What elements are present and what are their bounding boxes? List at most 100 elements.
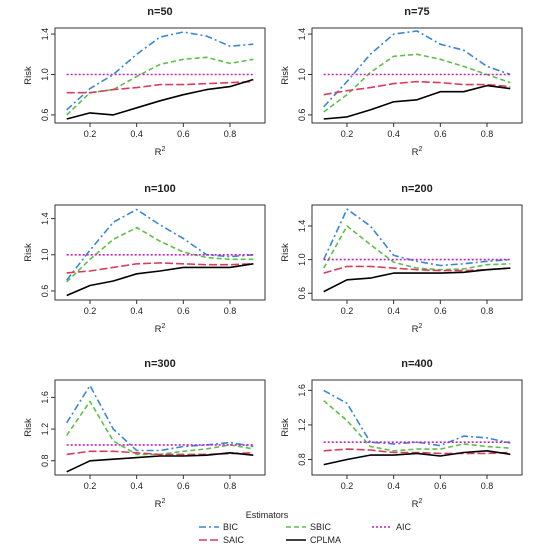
y-tick-label: 0.6 [40,109,50,122]
series-line-saic [323,448,511,455]
series-line-cplma [323,84,511,120]
y-tick-label: 1.0 [297,68,307,81]
series-line-cplma [323,449,511,466]
x-tick-label: 0.2 [341,306,354,316]
legend-title: Estimators [246,510,289,520]
panel-title: n=400 [401,358,433,370]
x-tick-label: 0.2 [84,481,97,491]
y-tick-label: 1.0 [40,249,50,262]
y-tick-label: 0.6 [40,285,50,298]
x-tick-label: 0.4 [387,306,400,316]
series-line-bic [66,31,254,111]
series-line-bic [323,389,511,447]
y-tick-label: 0.6 [297,109,307,122]
y-axis-label: Risk [280,243,291,262]
y-tick-label: 1.4 [297,28,307,41]
series-line-cplma [66,78,254,120]
x-tick-label: 0.4 [130,481,143,491]
plot-frame [311,379,523,476]
series-line-bic [323,30,511,108]
panel-title: n=75 [404,6,429,18]
x-axis-label: R2 [155,498,166,510]
legend-label: CPLMA [310,535,341,545]
y-tick-label: 1.6 [40,391,50,404]
y-tick-label: 1.4 [40,28,50,41]
series-line-bic [322,208,511,267]
plot-frame [311,27,523,124]
series-line-saic [66,262,254,274]
x-tick-label: 0.2 [341,481,354,491]
panel-n=400: n=400 0.2 0.4 0.6 0.8 0.8 1.2 1.6 R2 Risk [280,358,523,510]
series-line-cplma [66,451,254,473]
y-tick-label: 1.4 [40,212,50,225]
y-tick-label: 0.6 [297,287,307,300]
legend-item-sbic: SBIC [286,522,332,532]
series-line-saic [323,80,511,96]
y-tick-label: 0.8 [297,453,307,466]
x-tick-label: 0.8 [481,129,494,139]
panel-n=100: n=100 0.2 0.4 0.6 0.8 0.6 1.0 1.4 R2 Risk [23,183,266,335]
panels: n=50 0.2 0.4 0.6 0.8 0.6 1.0 1.4 R2 Risk n=75 0.2 0.… [23,6,523,510]
x-tick-label: 0.6 [177,481,190,491]
panel-n=50: n=50 0.2 0.4 0.6 0.8 0.6 1.0 1.4 R2 Risk [23,6,266,158]
x-tick-label: 0.8 [224,306,237,316]
y-tick-label: 1.0 [297,253,307,266]
panel-n=75: n=75 0.2 0.4 0.6 0.8 0.6 1.0 1.4 R2 Risk [280,6,523,158]
y-axis-label: Risk [280,418,291,437]
plot-frame [54,27,266,124]
y-axis-label: Risk [23,66,34,85]
series-line-sbic [323,400,511,452]
series-line-bic [66,384,254,452]
x-tick-label: 0.2 [84,306,97,316]
x-tick-label: 0.6 [434,306,447,316]
legend-label: SAIC [223,535,245,545]
panel-title: n=50 [147,6,172,18]
series-line-sbic [66,226,254,283]
series-line-sbic [323,53,511,113]
x-tick-label: 0.2 [84,129,97,139]
x-tick-label: 0.8 [224,481,237,491]
legend-label: AIC [396,522,412,532]
x-tick-label: 0.8 [481,481,494,491]
x-axis-label: R2 [412,146,423,158]
y-axis-label: Risk [23,418,34,437]
y-axis-label: Risk [23,243,34,262]
legend-label: BIC [223,522,239,532]
series-line-bic [66,208,254,281]
panel-title: n=100 [144,183,176,195]
x-tick-label: 0.8 [481,306,494,316]
plot-frame [311,204,523,301]
series-line-cplma [323,267,511,293]
x-tick-label: 0.6 [434,481,447,491]
series-line-saic [66,80,254,94]
x-axis-label: R2 [412,498,423,510]
x-axis-label: R2 [155,323,166,335]
x-tick-label: 0.2 [341,129,354,139]
y-tick-label: 1.2 [40,423,50,436]
y-tick-label: 1.4 [297,220,307,233]
series-line-sbic [323,225,511,271]
x-axis-label: R2 [412,323,423,335]
y-tick-label: 0.8 [40,454,50,467]
y-tick-label: 1.0 [40,68,50,81]
series-line-sbic [66,56,254,116]
panel-n=300: n=300 0.2 0.4 0.6 0.8 0.8 1.2 1.6 R2 Risk [23,358,266,510]
series-line-cplma [66,263,254,297]
y-tick-label: 1.6 [297,384,307,397]
panel-n=200: n=200 0.2 0.4 0.6 0.8 0.6 1.0 1.4 R2 Risk [280,183,523,335]
legend-item-bic: BIC [199,522,239,532]
x-tick-label: 0.8 [224,129,237,139]
legend-item-aic: AIC [372,522,412,532]
y-axis-label: Risk [280,66,291,85]
x-tick-label: 0.6 [177,306,190,316]
x-axis-label: R2 [155,146,166,158]
x-tick-label: 0.4 [387,481,400,491]
x-tick-label: 0.4 [130,129,143,139]
y-tick-label: 1.2 [297,419,307,432]
panel-title: n=200 [401,183,433,195]
legend-label: SBIC [310,522,332,532]
plot-frame [54,204,266,301]
legend-item-saic: SAIC [199,535,245,545]
legend-item-cplma: CPLMA [286,535,341,545]
x-tick-label: 0.4 [387,129,400,139]
